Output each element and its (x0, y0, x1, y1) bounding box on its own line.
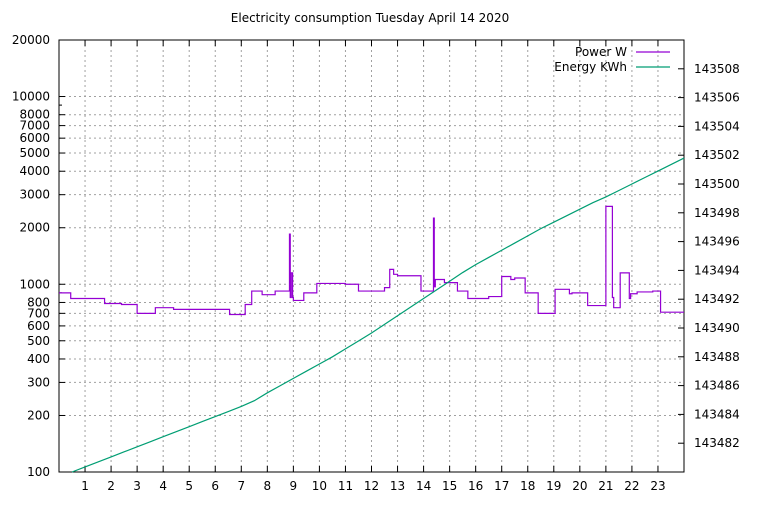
x-tick-label: 17 (494, 479, 509, 493)
y-tick-label: 20000 (12, 33, 50, 47)
x-tick-label: 11 (338, 479, 353, 493)
x-tick-label: 15 (442, 479, 457, 493)
legend-label: Energy KWh (554, 60, 627, 74)
grid (59, 40, 684, 472)
y-tick-label: 7000 (19, 119, 50, 133)
x-tick-label: 3 (133, 479, 141, 493)
x-tick-label: 7 (237, 479, 245, 493)
y2-tick-label: 143500 (694, 177, 740, 191)
y-tick-label: 6000 (19, 131, 50, 145)
chart-title: Electricity consumption Tuesday April 14… (231, 11, 509, 25)
series-energy-kwh-line (71, 157, 685, 473)
x-tick-label: 12 (364, 479, 379, 493)
y2-tick-label: 143488 (694, 350, 740, 364)
y2-tick-label: 143492 (694, 292, 740, 306)
series-power-w-line (59, 205, 684, 316)
x-tick-label: 4 (159, 479, 167, 493)
x-tick-label: 9 (290, 479, 298, 493)
x-tick-label: 22 (624, 479, 639, 493)
y2-tick-label: 143482 (694, 436, 740, 450)
x-tick-label: 23 (650, 479, 665, 493)
y2-tick-label: 143508 (694, 62, 740, 76)
x-tick-label: 2 (107, 479, 115, 493)
y-tick-label: 100 (27, 465, 50, 479)
x-tick-label: 6 (211, 479, 219, 493)
x-tick-label: 10 (312, 479, 327, 493)
x-tick-label: 14 (416, 479, 431, 493)
x-tick-label: 20 (572, 479, 587, 493)
y-tick-label: 500 (27, 334, 50, 348)
y-tick-label: 8000 (19, 108, 50, 122)
y2-tick-label: 143502 (694, 148, 740, 162)
x-tick-label: 19 (546, 479, 561, 493)
x-tick-label: 13 (390, 479, 405, 493)
x-tick-label: 8 (264, 479, 272, 493)
x-tick-label: 18 (520, 479, 535, 493)
y-tick-label: 1000 (19, 277, 50, 291)
y-tick-label: 10000 (12, 90, 50, 104)
x-tick-label: 1 (81, 479, 89, 493)
legend-label: Power W (575, 45, 627, 59)
x-tick-label: 5 (185, 479, 193, 493)
y2-tick-label: 143486 (694, 379, 740, 393)
y-tick-label: 700 (27, 306, 50, 320)
x-axis-ticks: 1 2 3 4 5 6 7 8 9 10 11 12 13 14 15 16 17 18 19 20 21 22 23 (81, 40, 666, 493)
y2-tick-label: 143494 (694, 263, 740, 277)
y-tick-label: 200 (27, 408, 50, 422)
y-tick-label: 600 (27, 319, 50, 333)
y2-tick-label: 143484 (694, 407, 740, 421)
y2-tick-label: 143490 (694, 321, 740, 335)
series (59, 157, 685, 473)
x-tick-label: 21 (598, 479, 613, 493)
y-tick-label: 300 (27, 375, 50, 389)
y-tick-label: 400 (27, 352, 50, 366)
y-tick-label: 2000 (19, 221, 50, 235)
y-tick-label: 4000 (19, 164, 50, 178)
y-tick-label: 5000 (19, 146, 50, 160)
y-tick-label: 800 (27, 295, 50, 309)
y2-axis-ticks: 143482 143484 143486 143488 143490 143492 1434… (678, 62, 740, 450)
y2-tick-label: 143504 (694, 119, 740, 133)
y2-tick-label: 143496 (694, 235, 740, 249)
x-tick-label: 16 (468, 479, 483, 493)
y2-tick-label: 143506 (694, 91, 740, 105)
y-tick-label: 3000 (19, 188, 50, 202)
y2-tick-label: 143498 (694, 206, 740, 220)
